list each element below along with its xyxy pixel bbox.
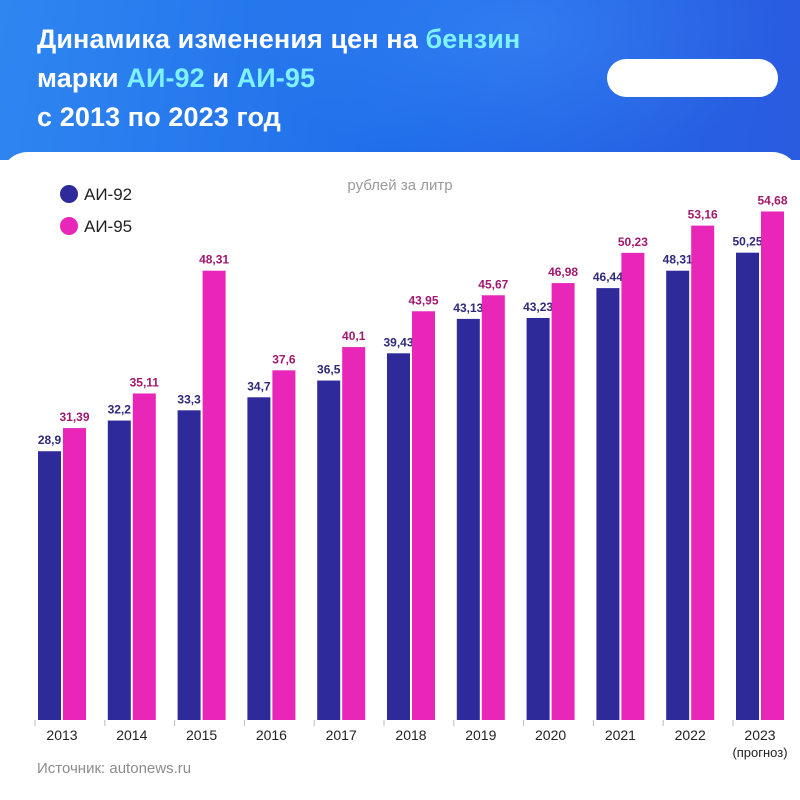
data-label-ai95-2013: 31,39 [59, 410, 89, 424]
title-highlight-ai95: АИ-95 [236, 63, 316, 93]
bar-ai92-2020 [526, 317, 550, 720]
data-label-ai92-2019: 43,13 [453, 301, 483, 315]
bar-ai95-2017 [342, 347, 366, 720]
data-label-ai92-2013: 28,9 [38, 433, 62, 447]
unit-label: рублей за литр [347, 177, 452, 194]
legend-label-ai92: АИ-92 [84, 185, 132, 204]
data-label-ai95-2016: 37,6 [272, 352, 296, 366]
data-label-ai95-2022: 53,16 [688, 208, 718, 222]
data-label-ai92-2015: 33,3 [177, 392, 201, 406]
bar-ai95-2014 [132, 393, 156, 720]
data-label-ai92-2017: 36,5 [317, 363, 341, 377]
data-label-ai95-2018: 43,95 [408, 293, 438, 307]
data-label-ai95-2014: 35,11 [130, 375, 160, 389]
bar-ai92-2021 [596, 288, 620, 720]
x-tick-label-2018: 2018 [395, 727, 426, 743]
x-tick-label-2019: 2019 [465, 727, 496, 743]
bars-group: 28,9 31,39 32,2 35,11 33,3 48,31 34,737,6 36,5 4… [38, 193, 788, 721]
bar-ai92-2016 [247, 397, 271, 720]
x-tick-label-2022: 2022 [675, 727, 706, 743]
data-label-ai92-2014: 32,2 [108, 403, 132, 417]
data-label-ai95-2015: 48,31 [199, 253, 229, 267]
x-tick-label-2013: 2013 [46, 727, 77, 743]
header-pill-badge [607, 59, 778, 97]
data-label-ai92-2016: 34,7 [247, 379, 271, 393]
bar-ai95-2013 [63, 428, 86, 720]
data-label-ai92-2022: 48,31 [663, 253, 693, 267]
x-tick-label-2015: 2015 [186, 727, 217, 743]
bar-ai92-2022 [666, 270, 690, 720]
x-tick-label-2021: 2021 [605, 727, 636, 743]
bar-ai92-2015 [177, 410, 201, 720]
title-highlight-ai92: АИ-92 [126, 63, 205, 93]
data-label-ai95-2020: 46,98 [548, 265, 578, 279]
bar-ai95-2023 [761, 211, 784, 720]
x-tick-label-2023: 2023 [744, 727, 775, 743]
title-text-4: с 2013 по 2023 год [37, 102, 281, 132]
bar-ai95-2015 [202, 270, 226, 720]
title-text-3: и [204, 63, 237, 93]
source-note: Источник: autonews.ru [37, 760, 192, 777]
x-tick-label-2014: 2014 [116, 727, 147, 743]
bar-ai95-2021 [621, 252, 645, 720]
x-tick-label-2020: 2020 [535, 727, 566, 743]
bar-ai92-2019 [456, 318, 480, 720]
chart-card: рублей за литр АИ-92 АИ-95 28,9 31,39 32,2… [0, 152, 800, 800]
x-tick-label-2017: 2017 [326, 727, 357, 743]
bar-ai92-2013 [38, 451, 61, 720]
x-tick-sublabel-2023: (прогноз) [732, 745, 787, 760]
page-title: Динамика изменения цен на бензин марки А… [37, 20, 520, 137]
data-label-ai95-2023: 54,68 [757, 193, 787, 207]
bar-ai95-2022 [691, 225, 715, 720]
data-label-ai92-2020: 43,23 [523, 300, 553, 314]
data-label-ai92-2023: 50,25 [732, 235, 762, 249]
data-label-ai95-2021: 50,23 [618, 235, 648, 249]
bar-ai95-2016 [272, 370, 296, 720]
data-label-ai95-2019: 45,67 [478, 277, 508, 291]
bar-ai95-2020 [551, 283, 575, 720]
x-tick-label-2016: 2016 [256, 727, 287, 743]
bar-chart: рублей за литр АИ-92 АИ-95 28,9 31,39 32,2… [34, 177, 788, 760]
title-text-1: Динамика изменения цен на [37, 24, 426, 54]
legend-swatch-ai95 [60, 217, 78, 235]
legend-label-ai95: АИ-95 [84, 217, 132, 236]
bar-ai92-2018 [387, 353, 410, 720]
x-axis: 2013 2014 2015 2016 2017 2018 2019 2020 2021 2022… [34, 720, 788, 760]
data-label-ai95-2017: 40,1 [342, 329, 366, 343]
header-banner: Динамика изменения цен на бензин марки А… [0, 0, 800, 160]
bar-ai95-2019 [481, 295, 505, 720]
data-label-ai92-2021: 46,44 [593, 270, 623, 284]
title-text-2: марки [37, 63, 127, 93]
bar-ai95-2018 [412, 311, 435, 720]
bar-ai92-2014 [107, 420, 131, 720]
data-label-ai92-2018: 39,43 [383, 335, 413, 349]
bar-ai92-2017 [317, 380, 341, 720]
title-highlight-petrol: бензин [425, 24, 521, 54]
bar-ai92-2023 [736, 252, 759, 721]
legend-swatch-ai92 [60, 185, 78, 203]
